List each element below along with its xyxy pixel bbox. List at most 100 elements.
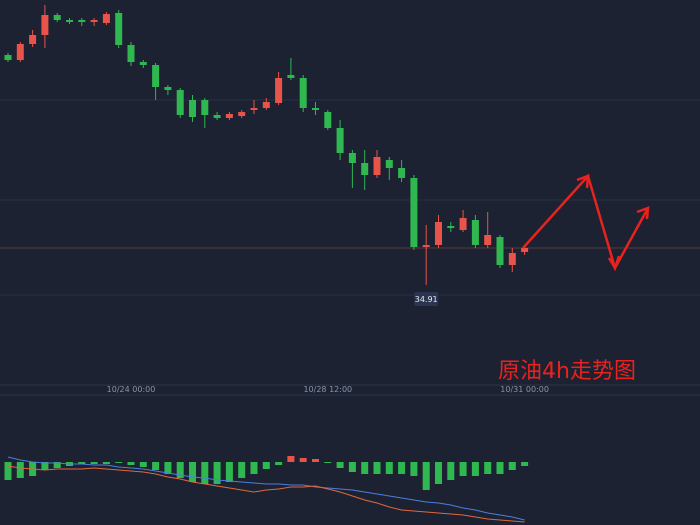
arrow-head (636, 206, 650, 220)
histogram-bar (250, 462, 258, 474)
candle-body (484, 235, 492, 245)
candle-body (29, 35, 37, 44)
histogram-bar (336, 462, 344, 468)
histogram-bar (373, 462, 381, 474)
candle-body (238, 112, 246, 116)
candle-body (459, 218, 467, 230)
histogram-bar (115, 462, 123, 463)
candle-body (152, 65, 160, 87)
candle-body (508, 253, 516, 265)
histogram-bar (521, 462, 529, 466)
candle-body (78, 20, 86, 22)
histogram-bar (422, 462, 430, 490)
histogram-bar (90, 462, 98, 464)
x-tick-label: 10/31 00:00 (500, 385, 549, 394)
candle-body (213, 115, 221, 118)
candle-body (410, 178, 418, 247)
histogram-bar (4, 462, 12, 480)
histogram-bar (78, 462, 86, 464)
indicator-line (7, 456, 525, 521)
histogram-bar (164, 462, 172, 474)
histogram-bar (262, 462, 270, 469)
candle-body (275, 78, 283, 103)
histogram-bar (213, 462, 221, 484)
candle-body (348, 153, 356, 163)
candle-body (361, 163, 369, 175)
candle-body (287, 75, 295, 78)
candle-body (66, 20, 73, 22)
histogram-bar (16, 462, 24, 478)
candle-body (4, 55, 12, 60)
arrow-head (576, 174, 590, 189)
histogram-bar (435, 462, 442, 484)
candle-body (299, 78, 307, 108)
histogram-bar (496, 462, 504, 474)
x-tick-label: 10/24 00:00 (107, 385, 156, 394)
candle-body (201, 100, 209, 115)
histogram-bar (238, 462, 246, 478)
histogram-bar (275, 462, 283, 465)
candle-body (262, 102, 270, 108)
candle-body (324, 112, 332, 128)
histogram-bar (447, 462, 455, 480)
candle-body (102, 14, 110, 23)
histogram-bar (41, 462, 49, 470)
candle-body (127, 45, 135, 62)
candle-body (398, 168, 406, 178)
candle-body (41, 15, 49, 35)
indicator-line (7, 465, 525, 523)
histogram-bar (299, 458, 307, 462)
candle-body (115, 13, 123, 45)
candle-body (176, 90, 184, 115)
candle-body (312, 108, 319, 110)
histogram-bar (508, 462, 516, 470)
candle-body (139, 62, 147, 65)
x-tick-label: 10/28 12:00 (303, 385, 352, 394)
candle-body (164, 87, 172, 90)
candle-body (90, 20, 98, 22)
histogram-bar (176, 462, 184, 478)
candle-body (435, 222, 442, 245)
candle-body (373, 157, 381, 175)
candle-body (225, 114, 233, 118)
candle-body (521, 248, 529, 252)
candle-body (496, 237, 504, 265)
histogram-bar (287, 456, 295, 462)
histogram-bar (361, 462, 369, 474)
histogram-bar (385, 462, 393, 474)
histogram-bar (459, 462, 467, 476)
histogram-bar (102, 462, 110, 464)
histogram-bar (201, 462, 209, 484)
histogram-bar (324, 462, 332, 463)
candle-body (16, 44, 24, 60)
histogram-bar (53, 462, 61, 468)
histogram-bar (139, 462, 147, 467)
candle-body (336, 128, 344, 153)
candle-body (189, 100, 196, 117)
candle-body (447, 226, 455, 228)
arrow-head (607, 255, 621, 271)
annotation-box (414, 292, 439, 306)
forecast-path (522, 173, 650, 272)
histogram-bar (410, 462, 418, 476)
histogram-bar (152, 462, 160, 470)
chart-title: 原油4h走势图 (498, 359, 636, 384)
candle-body (385, 160, 393, 168)
histogram-bar (312, 459, 319, 462)
forecast-arrows (522, 173, 650, 272)
histogram-bar (484, 462, 492, 474)
candle-body (422, 245, 430, 247)
histogram-bar (127, 462, 135, 465)
histogram-bar (348, 462, 356, 472)
histogram-bar (398, 462, 406, 474)
annotation: 34.91 (415, 295, 438, 304)
histogram-bar (225, 462, 233, 482)
candle-body (53, 15, 61, 20)
histogram-bar (471, 462, 479, 476)
plot-area: 10/24 00:00 10/28 12:00 10/31 00:00 34.91 (0, 5, 700, 523)
candle-body (250, 108, 258, 110)
histogram-bar (189, 462, 196, 482)
candle-body (471, 220, 479, 245)
